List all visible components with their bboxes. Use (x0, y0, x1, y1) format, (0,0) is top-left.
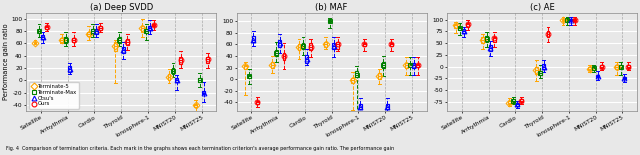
Bar (619, 65, 622, 68)
Bar (561, 19, 564, 21)
Bar (615, 65, 618, 69)
Bar (543, 64, 545, 69)
Bar (535, 66, 538, 74)
Y-axis label: Performance gain ratio: Performance gain ratio (3, 24, 9, 100)
Bar (485, 36, 488, 42)
Bar (512, 99, 515, 102)
Bar (386, 104, 388, 109)
Bar (45, 26, 48, 29)
Bar (60, 38, 63, 42)
Bar (275, 50, 278, 56)
Bar (72, 38, 75, 42)
Bar (172, 68, 175, 74)
Bar (175, 78, 178, 82)
Bar (118, 37, 121, 43)
Bar (547, 31, 550, 38)
Legend: Terminate-5, Terminate-Max, Otsu's, Ours: Terminate-5, Terminate-Max, Otsu's, Ours (29, 82, 79, 108)
Bar (125, 39, 129, 45)
Bar (390, 43, 393, 46)
Bar (179, 57, 182, 64)
Bar (508, 101, 511, 104)
Bar (68, 66, 71, 72)
Bar (87, 32, 90, 36)
Bar (454, 24, 458, 28)
Bar (271, 62, 274, 68)
Bar (305, 55, 308, 63)
Bar (301, 43, 305, 49)
Bar (539, 71, 541, 75)
Bar (198, 78, 201, 82)
Bar (573, 19, 576, 21)
Bar (520, 99, 523, 102)
Bar (593, 67, 595, 70)
Bar (566, 19, 568, 21)
Bar (91, 29, 94, 33)
Bar (38, 29, 40, 33)
Bar (206, 57, 209, 63)
Bar (596, 75, 599, 77)
Bar (378, 73, 381, 79)
Bar (382, 62, 385, 68)
Bar (65, 37, 67, 43)
Bar (481, 38, 484, 43)
Bar (99, 26, 102, 30)
Bar (466, 23, 469, 27)
Bar (462, 29, 465, 33)
Bar (33, 42, 36, 44)
Bar (114, 42, 117, 51)
Bar (493, 36, 496, 42)
Bar (244, 65, 247, 69)
Bar (248, 75, 251, 78)
Bar (600, 65, 603, 68)
Bar (412, 63, 415, 68)
Text: Fig. 4  Comparison of termination criteria. Each mark in the graphs shows each t: Fig. 4 Comparison of termination criteri… (6, 146, 394, 151)
Bar (202, 91, 205, 94)
Bar (298, 44, 300, 50)
Bar (458, 27, 461, 30)
Bar (145, 29, 148, 33)
Bar (252, 36, 255, 42)
Bar (516, 103, 518, 106)
Bar (141, 26, 143, 32)
Bar (328, 20, 332, 22)
Bar (278, 40, 282, 47)
Bar (351, 78, 354, 83)
Bar (95, 29, 98, 33)
Bar (332, 43, 335, 49)
Bar (336, 42, 339, 49)
Bar (404, 63, 408, 68)
Title: (a) Deep SVDD: (a) Deep SVDD (90, 3, 153, 12)
Bar (359, 104, 362, 109)
Bar (623, 77, 626, 79)
Bar (417, 64, 419, 67)
Bar (363, 43, 366, 46)
Bar (42, 35, 44, 39)
Bar (122, 47, 125, 53)
Bar (152, 24, 156, 26)
Title: (c) AE: (c) AE (530, 3, 554, 12)
Bar (588, 67, 591, 70)
Bar (489, 45, 492, 51)
Title: (b) MAF: (b) MAF (316, 3, 348, 12)
Bar (256, 101, 259, 104)
Bar (148, 26, 152, 30)
Bar (168, 74, 170, 80)
Bar (627, 65, 630, 68)
Bar (409, 64, 412, 67)
Bar (324, 42, 327, 47)
Bar (309, 43, 312, 50)
Bar (282, 53, 285, 60)
Bar (195, 104, 197, 107)
Bar (355, 71, 358, 77)
Bar (570, 19, 572, 21)
